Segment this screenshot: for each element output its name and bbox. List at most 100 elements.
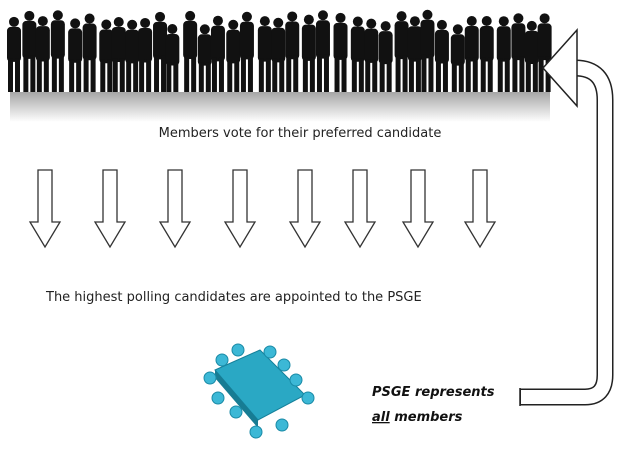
person-leg (8, 58, 13, 92)
person-leg (44, 58, 49, 92)
person-leg (317, 55, 322, 92)
down-arrow (160, 170, 190, 247)
person (125, 20, 139, 92)
person-body (198, 34, 212, 65)
person-leg (266, 58, 271, 92)
person-leg (272, 59, 277, 92)
person-body (165, 34, 179, 65)
person-leg (380, 61, 385, 92)
person-head (24, 11, 34, 21)
person-body (364, 29, 378, 63)
person-head (273, 18, 283, 28)
person-leg (23, 55, 28, 92)
person-body (538, 23, 552, 60)
person-head (353, 17, 363, 27)
person-leg (409, 58, 414, 92)
person-body (240, 22, 254, 60)
person-body (316, 20, 330, 58)
person (36, 16, 50, 92)
person-leg (428, 55, 433, 92)
person (316, 10, 330, 92)
down-arrow (30, 170, 60, 247)
person-head (185, 11, 195, 21)
person (112, 17, 126, 92)
person-leg (539, 56, 544, 92)
person-leg (234, 60, 239, 92)
person-body (480, 26, 494, 61)
person (334, 13, 348, 92)
person-head (540, 13, 550, 23)
person (379, 21, 393, 92)
person-leg (30, 55, 35, 92)
person-leg (84, 57, 89, 92)
person (465, 16, 479, 92)
person-head (242, 12, 252, 22)
person-leg (248, 56, 253, 92)
person-leg (403, 55, 408, 92)
person-head (397, 11, 407, 21)
person-leg (59, 55, 64, 92)
person-leg (436, 60, 441, 92)
person-head (336, 13, 346, 23)
person-leg (303, 57, 308, 92)
person (364, 19, 378, 92)
person-body (395, 21, 409, 59)
person-head (287, 11, 297, 21)
person-body (7, 27, 21, 62)
person-body (211, 26, 225, 62)
person-leg (259, 58, 264, 92)
person-body (379, 31, 393, 64)
person (351, 17, 365, 92)
person-leg (227, 60, 232, 92)
person-head (381, 21, 391, 31)
person (420, 10, 434, 92)
person-leg (352, 58, 357, 92)
person-body (435, 30, 449, 64)
person-body (226, 30, 240, 64)
person-body (125, 30, 139, 64)
note-emphasis: all (372, 410, 390, 425)
person (258, 16, 272, 92)
person (302, 15, 316, 92)
person-body (497, 26, 511, 61)
person-leg (133, 60, 138, 92)
person-leg (139, 59, 144, 92)
vote-label: Members vote for their preferred candida… (159, 126, 442, 141)
person-leg (107, 60, 112, 92)
person-leg (533, 61, 538, 92)
person-body (285, 21, 299, 59)
person-leg (526, 61, 531, 92)
person-leg (206, 63, 211, 92)
person-head (482, 16, 492, 26)
person-head (422, 10, 432, 20)
diagram: Members vote for their preferred candida… (0, 0, 622, 455)
person (435, 20, 449, 92)
person-leg (365, 59, 370, 92)
person-head (499, 16, 509, 26)
person-leg (191, 55, 196, 92)
person-body (334, 23, 348, 60)
person-head (527, 21, 537, 31)
person (22, 11, 36, 92)
person-leg (113, 58, 118, 92)
person (525, 21, 539, 92)
person-leg (15, 58, 20, 92)
person-leg (286, 55, 291, 92)
person-head (437, 20, 447, 30)
person-leg (473, 58, 478, 92)
person-leg (421, 55, 426, 92)
person-leg (173, 62, 178, 92)
person-leg (466, 58, 471, 92)
person-leg (199, 63, 204, 92)
person-leg (372, 59, 377, 92)
person-leg (76, 59, 81, 92)
person-leg (293, 55, 298, 92)
appointed-label: The highest polling candidates are appoi… (45, 290, 422, 305)
return-arrow (520, 30, 605, 406)
person-body (138, 28, 152, 63)
down-arrow (345, 170, 375, 247)
person (198, 24, 212, 92)
person-leg (219, 58, 224, 92)
down-arrow (403, 170, 433, 247)
person-leg (519, 56, 524, 92)
